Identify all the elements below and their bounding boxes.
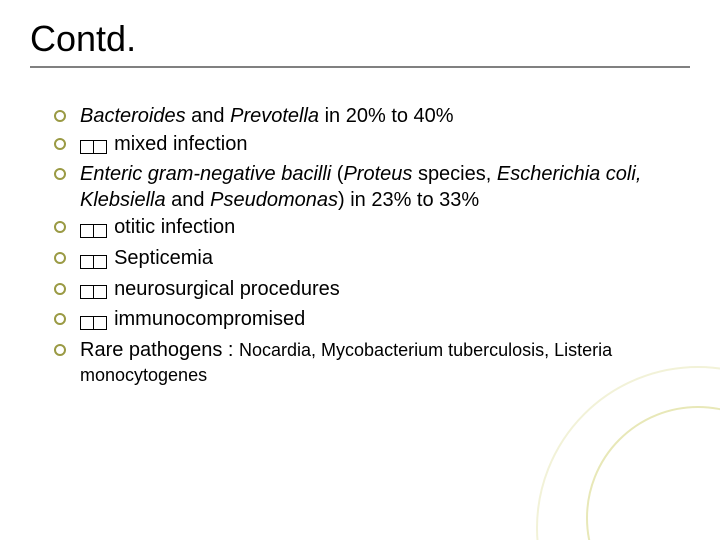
placeholder-box-icon (80, 249, 107, 275)
bullet-ring-icon (54, 313, 66, 325)
bullet-ring-icon (54, 168, 66, 180)
bullet-item: neurosurgical procedures (54, 277, 680, 306)
text-segment: and (191, 105, 230, 127)
text-segment: Septicemia (114, 247, 213, 269)
bullet-item: mixed infection (54, 132, 680, 161)
slide: Contd. Bacteroides and Prevotella in 20%… (0, 0, 720, 540)
slide-title: Contd. (30, 18, 690, 60)
text-segment: and (171, 189, 210, 211)
bullet-text: immunocompromised (80, 308, 305, 330)
text-segment: mixed infection (114, 133, 247, 155)
bullet-ring-icon (54, 138, 66, 150)
bullet-text: otitic infection (80, 216, 235, 238)
bullet-text: Rare pathogens : Nocardia, Mycobacterium… (80, 339, 612, 387)
text-segment: neurosurgical procedures (114, 278, 340, 300)
bullet-item: Septicemia (54, 246, 680, 275)
bullet-list: Bacteroides and Prevotella in 20% to 40%… (54, 104, 680, 389)
placeholder-box-icon (80, 218, 107, 244)
text-segment: ) in 23% to 33% (338, 189, 479, 211)
text-segment: Prevotella (230, 105, 325, 127)
bullet-ring-icon (54, 252, 66, 264)
bullet-item: Bacteroides and Prevotella in 20% to 40% (54, 104, 680, 130)
bullet-text: Septicemia (80, 247, 213, 269)
placeholder-box-icon (80, 280, 107, 306)
placeholder-box-icon (80, 135, 107, 161)
bullet-ring-icon (54, 283, 66, 295)
bullet-ring-icon (54, 221, 66, 233)
bullet-text: mixed infection (80, 133, 247, 155)
title-rule (30, 66, 690, 68)
text-segment: species, (418, 163, 497, 185)
title-area: Contd. (30, 18, 690, 68)
content-area: Bacteroides and Prevotella in 20% to 40%… (54, 104, 680, 391)
bullet-ring-icon (54, 110, 66, 122)
text-segment: Proteus (343, 163, 417, 185)
bullet-item: Rare pathogens : Nocardia, Mycobacterium… (54, 338, 680, 389)
placeholder-box-icon (80, 310, 107, 336)
bullet-item: otitic infection (54, 215, 680, 244)
bullet-ring-icon (54, 344, 66, 356)
bullet-text: neurosurgical procedures (80, 278, 340, 300)
text-segment: in 20% to 40% (325, 105, 454, 127)
text-segment: Enteric gram-negative bacilli (80, 163, 337, 185)
bullet-text: Enteric gram-negative bacilli (Proteus s… (80, 163, 641, 211)
text-segment: Pseudomonas (210, 189, 338, 211)
text-segment: otitic infection (114, 216, 235, 238)
bullet-text: Bacteroides and Prevotella in 20% to 40% (80, 105, 454, 127)
text-segment: Rare pathogens : (80, 339, 239, 361)
text-segment: immunocompromised (114, 308, 305, 330)
bullet-item: immunocompromised (54, 307, 680, 336)
text-segment: Bacteroides (80, 105, 191, 127)
bullet-item: Enteric gram-negative bacilli (Proteus s… (54, 162, 680, 213)
